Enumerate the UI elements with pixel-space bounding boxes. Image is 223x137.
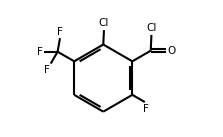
- Text: F: F: [37, 47, 43, 57]
- Text: O: O: [167, 46, 176, 56]
- Text: F: F: [57, 27, 63, 37]
- Text: F: F: [142, 104, 149, 114]
- Text: F: F: [44, 65, 50, 75]
- Text: Cl: Cl: [99, 18, 109, 28]
- Text: Cl: Cl: [146, 23, 157, 33]
